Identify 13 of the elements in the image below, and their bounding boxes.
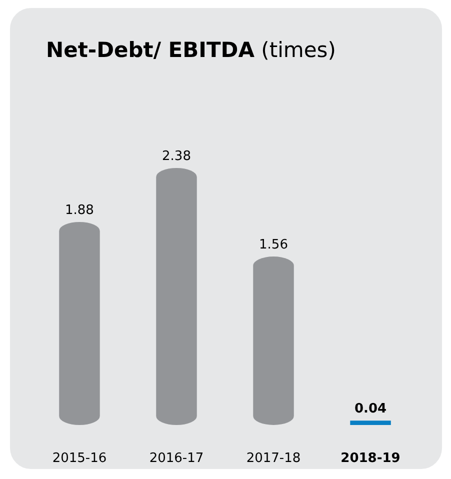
bar [253,256,294,425]
x-tick-label: 2016-17 [149,451,204,466]
data-label: 2.38 [162,149,191,164]
data-label: 1.88 [65,202,94,218]
data-label: 1.56 [259,238,288,253]
bar [156,168,197,425]
data-label: 0.04 [354,402,387,417]
x-tick-label: 2015-16 [52,451,107,466]
x-tick-label: 2017-18 [246,451,301,466]
bar [59,222,100,425]
chart-title: Net-Debt/ EBITDA (times) [46,38,336,62]
bar [350,420,391,425]
x-tick-label: 2018-19 [340,451,400,466]
